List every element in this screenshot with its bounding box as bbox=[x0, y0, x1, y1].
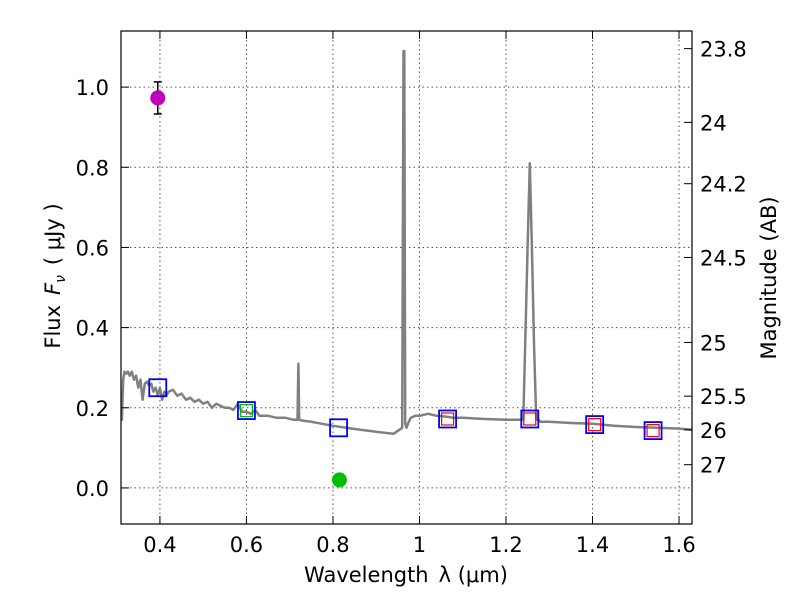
x-tick-label: 1 bbox=[413, 533, 426, 557]
y-tick-label: 0.2 bbox=[76, 397, 109, 421]
y2-tick-label: 27 bbox=[700, 454, 727, 478]
y-tick-label: 0.8 bbox=[76, 156, 109, 180]
y-axis-label-units: ( μJy ) bbox=[41, 203, 65, 265]
y-axis-label: Flux Fν ( μJy ) bbox=[41, 203, 69, 348]
band-flux-marker bbox=[329, 418, 348, 438]
y-axis-label-subscript: ν bbox=[53, 275, 69, 283]
band-flux-marker bbox=[237, 401, 256, 420]
y2-tick-label: 23.8 bbox=[700, 38, 747, 62]
plot-frame bbox=[120, 30, 693, 525]
band-flux-inner-marker bbox=[523, 412, 537, 426]
x-tick-label: 1.2 bbox=[489, 533, 522, 557]
series-layer bbox=[120, 49, 693, 436]
markers-layer bbox=[148, 81, 663, 488]
x-axis-label-symbol: λ (μm) bbox=[439, 563, 508, 587]
band-flux-inner-marker bbox=[646, 424, 660, 438]
band-flux-marker bbox=[585, 415, 605, 434]
x-tick-label: 1.4 bbox=[576, 533, 609, 557]
x-tick-label: 0.4 bbox=[143, 533, 176, 557]
band-flux-inner-marker bbox=[440, 412, 455, 426]
y2-tick-label: 24.2 bbox=[700, 173, 747, 197]
spectrum-line bbox=[120, 49, 693, 436]
y2-tick-label: 24.5 bbox=[700, 246, 747, 270]
photometry-point bbox=[331, 472, 347, 488]
band-flux-marker bbox=[438, 409, 457, 429]
grid bbox=[121, 31, 692, 524]
y2-axis-label: Magnitude (AB) bbox=[757, 196, 781, 359]
y-tick-label: 0.6 bbox=[76, 236, 109, 260]
photometry-point bbox=[150, 90, 166, 106]
band-flux-marker bbox=[148, 378, 168, 398]
y2-tick-label: 25.5 bbox=[700, 385, 747, 409]
y-axis-label-word: Flux bbox=[41, 305, 65, 349]
x-tick-label: 0.6 bbox=[230, 533, 263, 557]
y-axis-label-symbol: F bbox=[41, 282, 65, 295]
y2-tick-label: 25 bbox=[700, 331, 727, 355]
x-tick-label: 1.6 bbox=[662, 533, 695, 557]
y-tick-label: 0.4 bbox=[76, 317, 109, 341]
y-tick-label: 0.0 bbox=[76, 477, 109, 501]
ticks-layer: 0.4 0.6 0.8 1 1.2 1.4 1.6 0.0 0.2 0.4 0.6 0.8 1.0 23.… bbox=[76, 31, 747, 557]
x-tick-label: 0.8 bbox=[316, 533, 349, 557]
y2-tick-label: 26 bbox=[700, 419, 727, 443]
band-flux-inner-marker bbox=[239, 403, 254, 418]
band-flux-inner-marker bbox=[588, 417, 602, 432]
x-axis-label: Wavelength λ (μm) bbox=[304, 563, 508, 587]
y2-tick-label: 24 bbox=[700, 111, 727, 135]
x-axis-label-word: Wavelength bbox=[304, 563, 429, 587]
band-flux-marker bbox=[520, 409, 540, 429]
band-flux-marker bbox=[643, 421, 663, 441]
y-tick-label: 1.0 bbox=[76, 76, 109, 100]
